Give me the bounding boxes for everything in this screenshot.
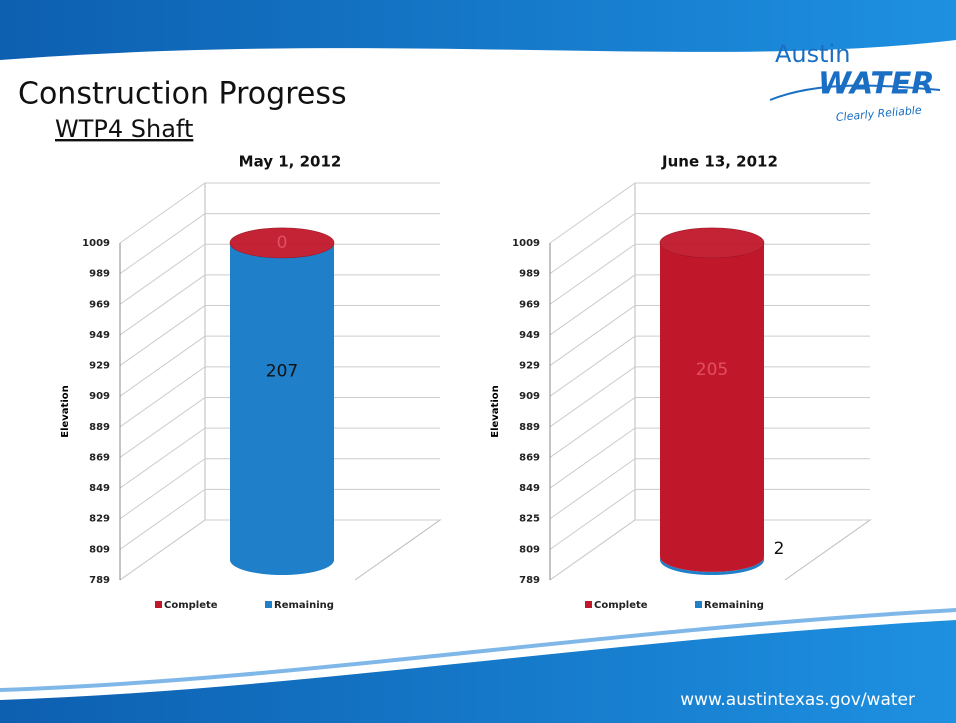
y-tick-label: 929 [89,361,110,372]
y-tick-label: 989 [89,269,110,280]
y-tick-label: 989 [519,269,540,280]
data-label: 0 [277,233,288,253]
y-tick-label: 1009 [82,238,110,249]
y-tick-label: 809 [519,544,540,555]
y-tick-label: 809 [89,544,110,555]
grid-line [549,274,870,336]
y-axis-title: Elevation [490,385,501,438]
grid-line [119,305,440,366]
y-tick-label: 869 [89,452,110,463]
grid-line [549,305,870,366]
grid-line [549,335,870,397]
data-label: 205 [696,360,728,380]
y-tick-label: 889 [519,422,540,433]
legend-swatch [155,601,162,608]
grid-line [549,519,870,581]
grid-line [549,213,870,275]
chart-title: June 13, 2012 [661,153,778,171]
y-tick-label: 949 [89,330,110,341]
slide-subtitle: WTP4 Shaft [55,115,193,143]
swoosh-line [0,608,956,692]
grid-line [549,243,870,305]
grid-line [549,458,870,520]
cylinder-segment [660,556,764,575]
y-tick-label: 889 [89,422,110,433]
y-tick-label: 829 [89,514,110,525]
cylinder-segment [230,242,334,575]
y-tick-label: 849 [89,483,110,494]
grid-line [119,213,440,275]
y-tick-label: 909 [89,391,110,402]
y-tick-label: 929 [519,361,540,372]
legend-swatch [585,601,592,608]
legend-swatch [265,601,272,608]
y-tick-label: 849 [519,483,540,494]
grid-line [119,182,440,244]
grid-line [119,335,440,397]
y-tick-label: 1009 [512,238,540,249]
cylinder-cap [229,227,335,259]
y-axis-title: Elevation [60,385,71,438]
logo-name: Austin [775,40,850,68]
y-tick-label: 969 [89,299,110,310]
url: www.austintexas.gov/water [680,690,915,710]
grid-line [549,396,870,458]
grid-line [549,182,870,244]
grid-line [549,366,870,428]
legend-swatch [695,601,702,608]
grid-line [119,243,440,305]
grid-line [119,396,440,458]
grid-line [119,427,440,489]
grid-line [119,366,440,428]
y-tick-label: 789 [519,575,540,586]
grid-line [119,488,440,550]
grid-line [549,488,870,550]
data-label: 2 [774,539,785,559]
y-tick-label: 825 [519,514,540,525]
legend-label: Complete [164,600,218,611]
grid-line [549,427,870,489]
legend-label: Remaining [274,600,334,611]
grid-line [119,519,440,581]
y-tick-label: 789 [89,575,110,586]
y-tick-label: 969 [519,299,540,310]
legend-label: Remaining [704,600,764,611]
logo-swoosh [769,84,941,101]
top-swoosh [0,0,956,60]
legend-label: Complete [594,600,648,611]
chart-title: May 1, 2012 [239,153,342,171]
slide-title: Construction Progress [18,77,347,112]
grid-line [119,274,440,336]
data-label: 207 [266,361,298,381]
grid-line [119,458,440,520]
y-tick-label: 869 [519,452,540,463]
logo-brand: WATER [818,67,934,102]
y-tick-label: 909 [519,391,540,402]
y-tick-label: 949 [519,330,540,341]
cylinder-cap [659,227,765,259]
bottom-swoosh [0,620,956,723]
cylinder-segment [660,242,764,572]
